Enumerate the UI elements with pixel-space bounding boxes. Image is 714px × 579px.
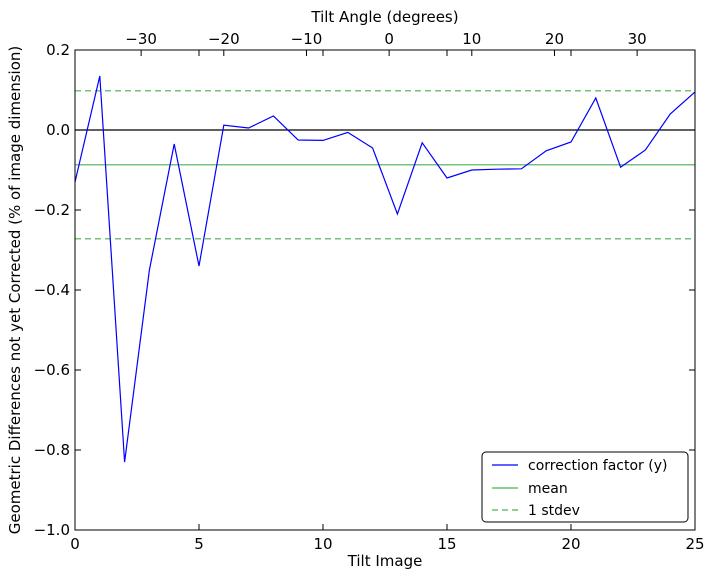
x-tick-label: 25	[685, 535, 704, 553]
legend: correction factor (y) mean 1 stdev	[481, 451, 689, 523]
y-tick-label: −0.2	[34, 201, 70, 219]
x-tick-label: 0	[70, 535, 80, 553]
y-tick-label: 0.0	[46, 121, 70, 139]
top-tick-label: −10	[291, 30, 323, 48]
top-tick-label: 10	[462, 30, 481, 48]
x-tick-label: 10	[313, 535, 332, 553]
x-tick-label: 5	[194, 535, 204, 553]
y-tick-label: −0.6	[34, 361, 70, 379]
legend-box	[481, 451, 689, 523]
x-tick-label: 15	[437, 535, 456, 553]
top-tick-label: −30	[125, 30, 157, 48]
legend-label-mean: mean	[528, 481, 568, 497]
y-axis-label: Geometric Differences not yet Corrected …	[6, 46, 24, 535]
correction-factor-line	[75, 75, 695, 463]
y-tick-label: −1.0	[34, 521, 70, 539]
x-axis-label: Tilt Image	[347, 552, 423, 570]
top-tick-label: 0	[384, 30, 394, 48]
legend-label-correction: correction factor (y)	[528, 458, 667, 474]
y-tick-label: −0.4	[34, 281, 70, 299]
legend-label-stdev: 1 stdev	[528, 503, 580, 519]
top-tick-label: −20	[208, 30, 240, 48]
top-tick-label: 20	[545, 30, 564, 48]
top-axis-label: Tilt Angle (degrees)	[310, 8, 458, 26]
x-tick-label: 20	[561, 535, 580, 553]
y-tick-label: 0.2	[46, 41, 70, 59]
plot-frame	[74, 49, 696, 531]
top-tick-label: 30	[628, 30, 647, 48]
y-tick-label: −0.8	[34, 441, 70, 459]
